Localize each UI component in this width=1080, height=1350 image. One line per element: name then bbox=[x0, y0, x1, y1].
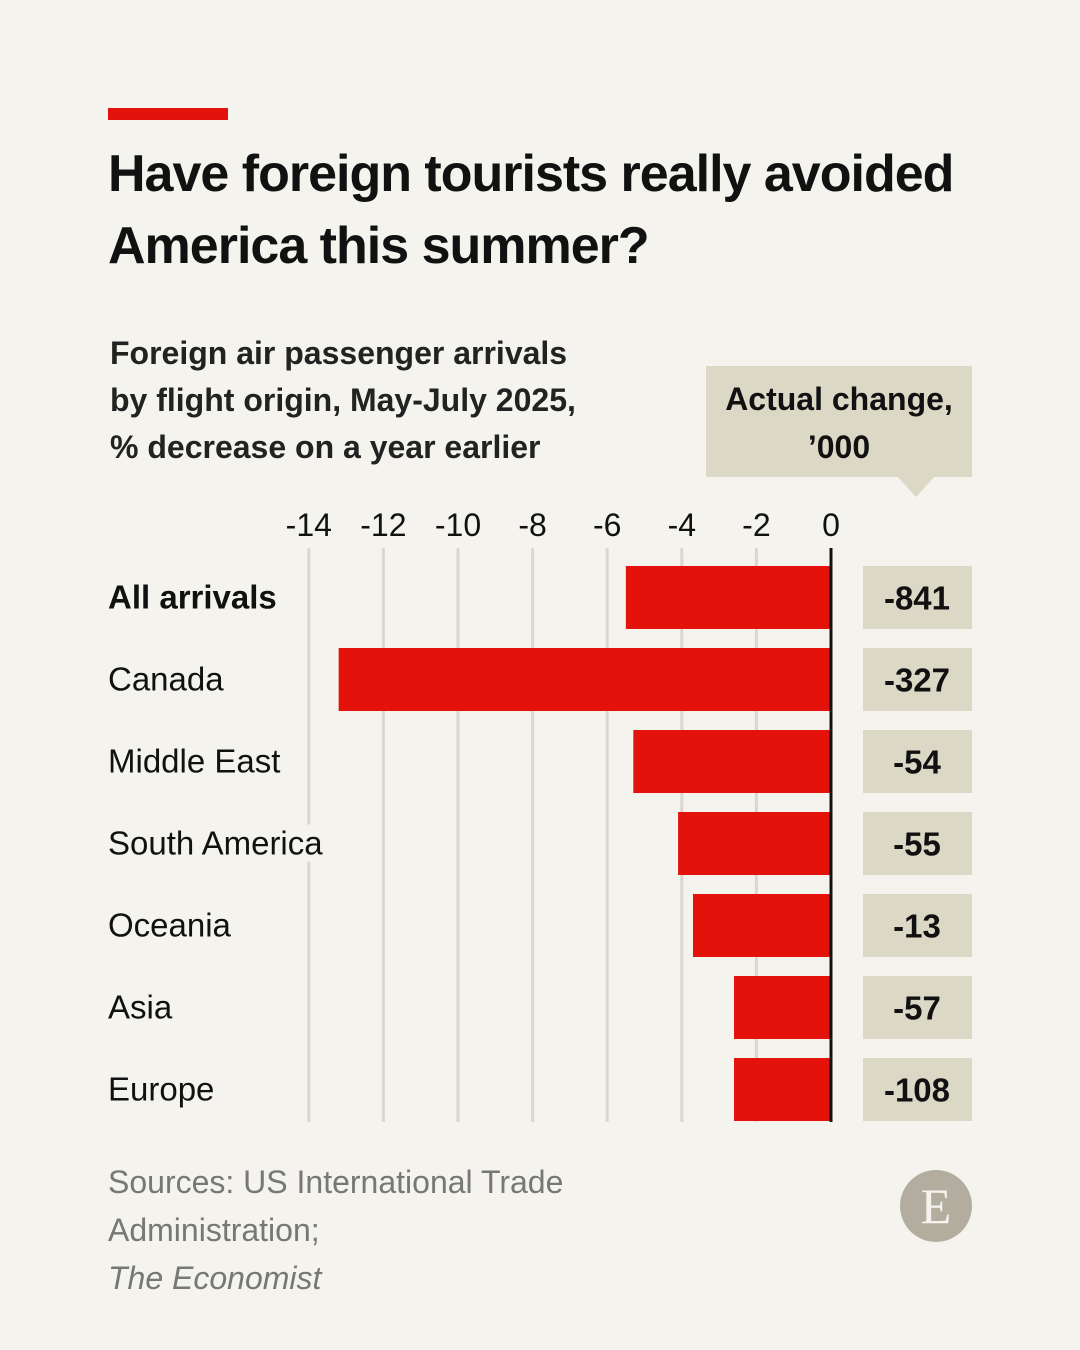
bar bbox=[633, 730, 831, 793]
value-box bbox=[863, 812, 972, 875]
value-label: -57 bbox=[893, 990, 941, 1027]
callout-line-2: ’000 bbox=[807, 429, 871, 465]
bar bbox=[734, 976, 831, 1039]
chart-title: Have foreign tourists really avoided Ame… bbox=[108, 145, 954, 275]
sources-note: Sources: US International Trade Administ… bbox=[108, 1158, 563, 1302]
bar-chart: -14 -12 -10 -8 -6 -4 -2 0 All arrivals -841 Canada… bbox=[106, 507, 972, 1122]
x-tick-label: -4 bbox=[668, 507, 696, 543]
category-label: Canada bbox=[108, 661, 224, 698]
x-tick-label: -6 bbox=[593, 507, 621, 543]
sources-line-2-prefix: Administration; bbox=[108, 1212, 320, 1248]
sources-line-1: Sources: US International Trade bbox=[108, 1164, 564, 1200]
bar bbox=[338, 648, 831, 711]
category-label: Europe bbox=[108, 1071, 214, 1108]
category-label-backdrop bbox=[106, 1070, 217, 1108]
category-label-backdrop bbox=[106, 988, 175, 1026]
subtitle-line-1: Foreign air passenger arrivals bbox=[110, 335, 568, 371]
category-label-backdrop bbox=[106, 578, 279, 616]
value-label: -327 bbox=[884, 662, 950, 699]
category-label-backdrop bbox=[106, 660, 227, 698]
value-label: -13 bbox=[893, 908, 941, 945]
value-box bbox=[863, 894, 972, 957]
actual-change-callout: Actual change, ’000 bbox=[706, 366, 972, 477]
value-box bbox=[863, 566, 972, 629]
x-tick-label: -14 bbox=[286, 507, 332, 543]
sources-publication: The Economist bbox=[108, 1260, 322, 1296]
value-box bbox=[863, 976, 972, 1039]
bar bbox=[625, 566, 831, 629]
x-tick-label: 0 bbox=[822, 507, 840, 543]
value-label: -55 bbox=[893, 826, 941, 863]
value-label: -841 bbox=[884, 580, 950, 617]
category-label: South America bbox=[108, 825, 323, 862]
category-label: Middle East bbox=[108, 743, 280, 780]
chart-subtitle: Foreign air passenger arrivals by flight… bbox=[110, 330, 670, 471]
value-box bbox=[863, 730, 972, 793]
bar bbox=[678, 812, 831, 875]
callout-pointer bbox=[898, 477, 934, 497]
subtitle-line-2: by flight origin, May-July 2025, bbox=[110, 382, 576, 418]
sources-line-2: Administration; The Economist bbox=[108, 1206, 563, 1302]
x-tick-label: -12 bbox=[360, 507, 406, 543]
category-label: Oceania bbox=[108, 907, 232, 944]
value-box bbox=[863, 1058, 972, 1121]
category-label: Asia bbox=[108, 989, 173, 1026]
bar bbox=[692, 894, 831, 957]
accent-bar bbox=[108, 108, 228, 120]
x-tick-label: -2 bbox=[742, 507, 770, 543]
value-label: -54 bbox=[893, 744, 941, 781]
bar bbox=[734, 1058, 831, 1121]
category-label-backdrop bbox=[106, 906, 234, 944]
category-label: All arrivals bbox=[108, 579, 277, 616]
economist-logo: E bbox=[900, 1170, 972, 1242]
callout-line-1: Actual change, bbox=[725, 381, 953, 417]
category-label-backdrop bbox=[106, 742, 283, 780]
subtitle-line-3: % decrease on a year earlier bbox=[110, 429, 541, 465]
value-box bbox=[863, 648, 972, 711]
category-label-backdrop bbox=[106, 824, 326, 862]
x-tick-label: -8 bbox=[518, 507, 546, 543]
x-tick-label: -10 bbox=[435, 507, 481, 543]
value-label: -108 bbox=[884, 1072, 950, 1109]
